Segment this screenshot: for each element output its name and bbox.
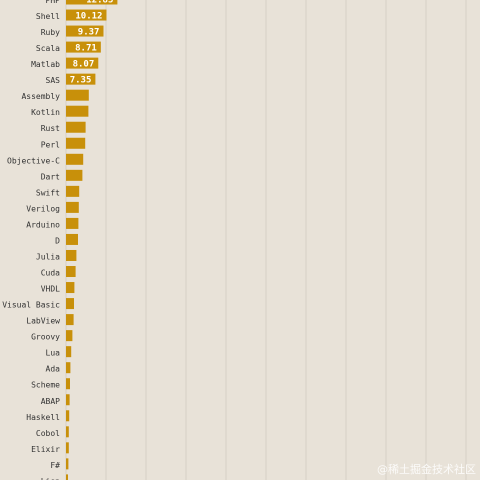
category-label: Ruby bbox=[41, 28, 60, 37]
bar bbox=[66, 298, 74, 310]
category-label: Swift bbox=[36, 188, 60, 197]
bar bbox=[66, 137, 86, 149]
bar bbox=[66, 282, 75, 294]
category-label: F# bbox=[50, 461, 60, 470]
bar bbox=[66, 458, 69, 470]
category-label: LabView bbox=[26, 317, 60, 326]
category-label: Julia bbox=[36, 252, 60, 261]
bar bbox=[66, 442, 69, 454]
category-label: Scala bbox=[36, 44, 60, 53]
bar bbox=[66, 169, 83, 181]
bar bbox=[66, 346, 72, 358]
bar bbox=[66, 201, 79, 213]
category-label: Lua bbox=[46, 349, 61, 358]
category-label: Cuda bbox=[41, 269, 60, 278]
bar bbox=[66, 73, 96, 85]
category-label: Visual Basic bbox=[2, 301, 60, 310]
value-label: 7.35 bbox=[70, 76, 92, 86]
bar bbox=[66, 426, 69, 438]
category-label: Perl bbox=[41, 140, 60, 149]
watermark-text: @稀土掘金技术社区 bbox=[377, 463, 476, 476]
bar bbox=[66, 105, 89, 117]
bar bbox=[66, 378, 70, 390]
bar bbox=[66, 474, 68, 480]
category-label: Kotlin bbox=[31, 108, 60, 117]
category-label: Arduino bbox=[26, 220, 60, 229]
category-label: Lisp bbox=[41, 477, 60, 480]
category-label: ABAP bbox=[41, 397, 60, 406]
value-label: 10.12 bbox=[75, 12, 102, 22]
bar bbox=[66, 249, 77, 261]
value-label: 8.71 bbox=[75, 44, 97, 54]
bar bbox=[66, 394, 70, 406]
category-label: Assembly bbox=[21, 92, 60, 101]
category-label: Dart bbox=[41, 172, 60, 181]
bar bbox=[66, 121, 86, 133]
category-label: Objective-C bbox=[7, 156, 60, 165]
bar bbox=[66, 153, 84, 165]
bar bbox=[66, 57, 99, 69]
category-label: Elixir bbox=[31, 445, 60, 454]
category-label: Groovy bbox=[31, 333, 60, 342]
category-label: Rust bbox=[41, 124, 60, 133]
bar bbox=[66, 330, 73, 342]
bar bbox=[66, 0, 118, 5]
value-label: 12.85 bbox=[86, 0, 113, 6]
bar bbox=[66, 314, 74, 326]
value-label: 9.37 bbox=[78, 28, 100, 38]
bar bbox=[66, 410, 70, 422]
category-label: Haskell bbox=[26, 413, 60, 422]
category-label: Shell bbox=[36, 12, 60, 21]
value-label: 8.07 bbox=[73, 60, 95, 70]
bar bbox=[66, 9, 107, 21]
bar bbox=[66, 233, 78, 245]
category-label: Scheme bbox=[31, 381, 60, 390]
category-label: Cobol bbox=[36, 429, 60, 438]
category-label: PHP bbox=[46, 0, 61, 5]
bar bbox=[66, 266, 76, 278]
bar bbox=[66, 25, 104, 37]
category-label: Verilog bbox=[26, 204, 60, 213]
category-label: Ada bbox=[46, 365, 61, 374]
bar bbox=[66, 41, 101, 53]
bar bbox=[66, 362, 71, 374]
category-label: D bbox=[55, 236, 60, 245]
bar bbox=[66, 217, 79, 229]
bar bbox=[66, 89, 89, 101]
category-label: SAS bbox=[46, 76, 61, 85]
bar bbox=[66, 185, 80, 197]
category-label: VHDL bbox=[41, 285, 60, 294]
category-label: Matlab bbox=[31, 60, 60, 69]
